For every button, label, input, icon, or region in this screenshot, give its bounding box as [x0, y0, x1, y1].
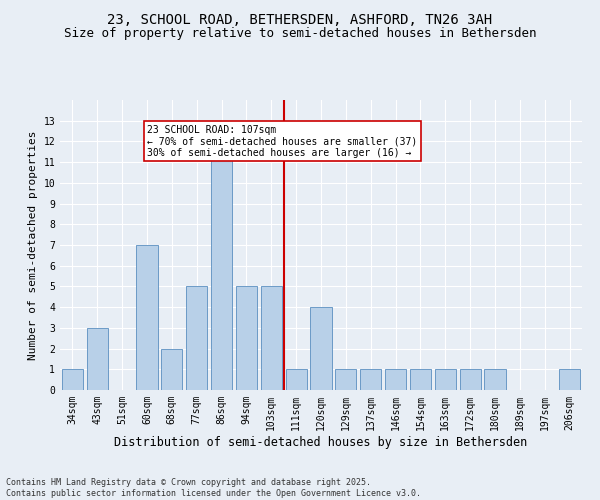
X-axis label: Distribution of semi-detached houses by size in Bethersden: Distribution of semi-detached houses by … [115, 436, 527, 448]
Bar [236, 286, 257, 390]
Bar [484, 370, 506, 390]
Bar [261, 286, 282, 390]
Bar [435, 370, 456, 390]
Bar [136, 245, 158, 390]
Text: 23, SCHOOL ROAD, BETHERSDEN, ASHFORD, TN26 3AH: 23, SCHOOL ROAD, BETHERSDEN, ASHFORD, TN… [107, 12, 493, 26]
Bar [211, 120, 232, 390]
Bar [360, 370, 381, 390]
Bar [310, 307, 332, 390]
Bar [385, 370, 406, 390]
Bar [286, 370, 307, 390]
Bar [161, 348, 182, 390]
Bar [410, 370, 431, 390]
Text: 23 SCHOOL ROAD: 107sqm
← 70% of semi-detached houses are smaller (37)
30% of sem: 23 SCHOOL ROAD: 107sqm ← 70% of semi-det… [147, 125, 417, 158]
Text: Size of property relative to semi-detached houses in Bethersden: Size of property relative to semi-detach… [64, 28, 536, 40]
Bar [62, 370, 83, 390]
Bar [559, 370, 580, 390]
Bar [186, 286, 207, 390]
Bar [87, 328, 108, 390]
Text: Contains HM Land Registry data © Crown copyright and database right 2025.
Contai: Contains HM Land Registry data © Crown c… [6, 478, 421, 498]
Bar [460, 370, 481, 390]
Bar [335, 370, 356, 390]
Y-axis label: Number of semi-detached properties: Number of semi-detached properties [28, 130, 38, 360]
